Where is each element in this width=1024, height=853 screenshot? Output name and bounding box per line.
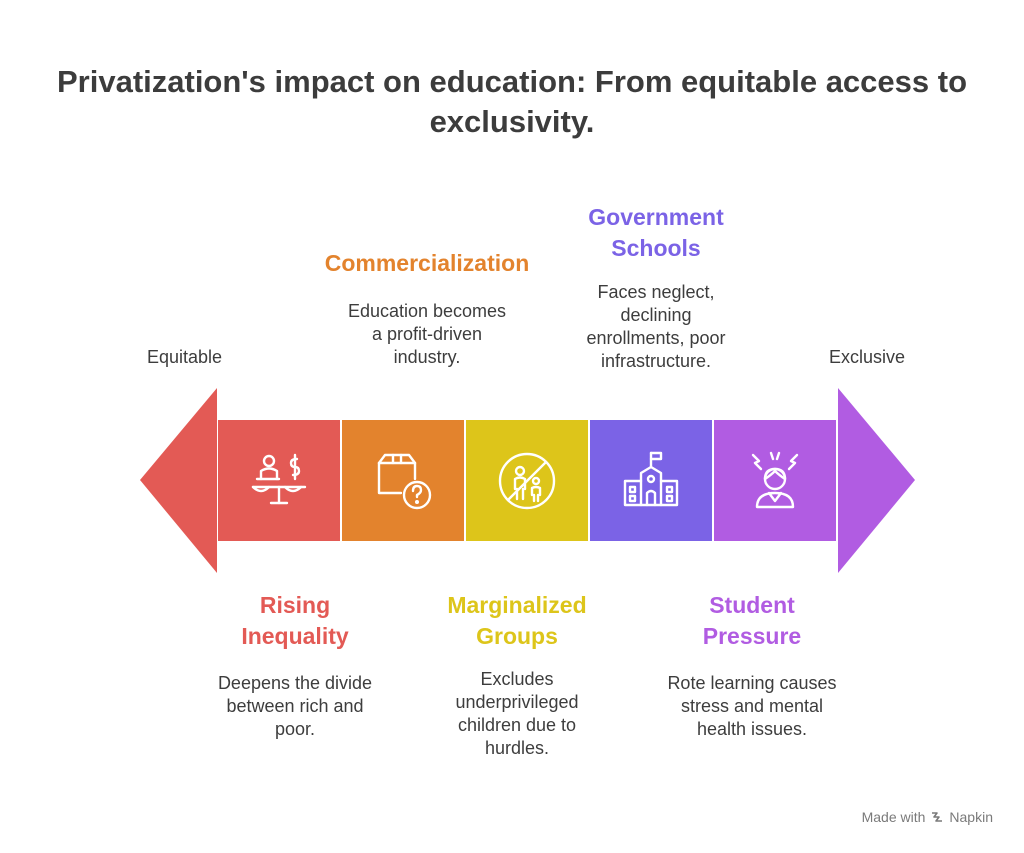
box-question-icon [377,453,432,509]
desc-marginalized-groups: Excludes underprivileged children due to… [407,668,627,760]
desc-line: industry. [393,347,461,367]
segment-government-schools [590,420,712,541]
diagram-title: Privatization's impact on education: Fro… [56,64,968,139]
desc-line: children due to [457,715,577,735]
scale-right-label: Exclusive [829,347,906,367]
desc-line: between rich and [226,696,364,716]
desc-line: Deepens the divide [217,673,373,693]
desc-line: Excludes [480,669,554,689]
left-arrowhead [140,388,217,573]
desc-student-pressure: Rote learning causes stress and mental h… [636,672,868,741]
heading-line: Government [588,204,724,230]
desc-line: health issues. [696,719,808,739]
made-with-napkin[interactable]: Made with Napkin [862,809,993,825]
heading-line: Pressure [702,623,802,649]
desc-line: a profit-driven [371,324,483,344]
no-children-icon [498,452,556,509]
heading-marginalized-groups: Marginalized Groups [407,590,627,652]
brand-prefix: Made with [861,809,926,825]
desc-line: declining [620,305,692,325]
desc-line: Rote learning causes [667,673,837,693]
stressed-student-icon [751,451,799,508]
desc-line: Faces neglect, [597,282,715,302]
segment-commercialization [342,420,464,541]
scale-left-label: Equitable [147,347,223,367]
desc-commercialization: Education becomes a profit-driven indust… [302,300,552,369]
heading-line: Inequality [241,623,349,649]
segment-student-pressure [714,420,836,541]
heading-line: Schools [611,235,701,261]
desc-line: hurdles. [484,738,550,758]
heading-government-schools: Government Schools [546,202,766,264]
heading-line: Commercialization [324,250,530,276]
napkin-logo-icon [932,812,943,822]
desc-line: enrollments, poor [586,328,726,348]
desc-line: stress and mental [680,696,824,716]
heading-commercialization: Commercialization [302,248,552,279]
desc-line: poor. [274,719,316,739]
heading-line: Rising [259,592,331,618]
desc-line: underprivileged [455,692,579,712]
heading-student-pressure: Student Pressure [636,590,868,652]
school-building-icon [623,451,679,506]
heading-rising-inequality: Rising Inequality [180,590,410,652]
heading-line: Groups [476,623,558,649]
heading-line: Marginalized [447,592,587,618]
desc-line: infrastructure. [600,351,712,371]
segment-marginalized-groups [466,420,588,541]
desc-rising-inequality: Deepens the divide between rich and poor… [180,672,410,741]
desc-government-schools: Faces neglect, declining enrollments, po… [546,281,766,373]
right-arrowhead [838,388,915,573]
brand-name: Napkin [949,809,993,825]
heading-line: Student [709,592,795,618]
scale-balance-person-dollar-icon [251,453,307,504]
segment-rising-inequality [218,420,340,541]
desc-line: Education becomes [347,301,507,321]
